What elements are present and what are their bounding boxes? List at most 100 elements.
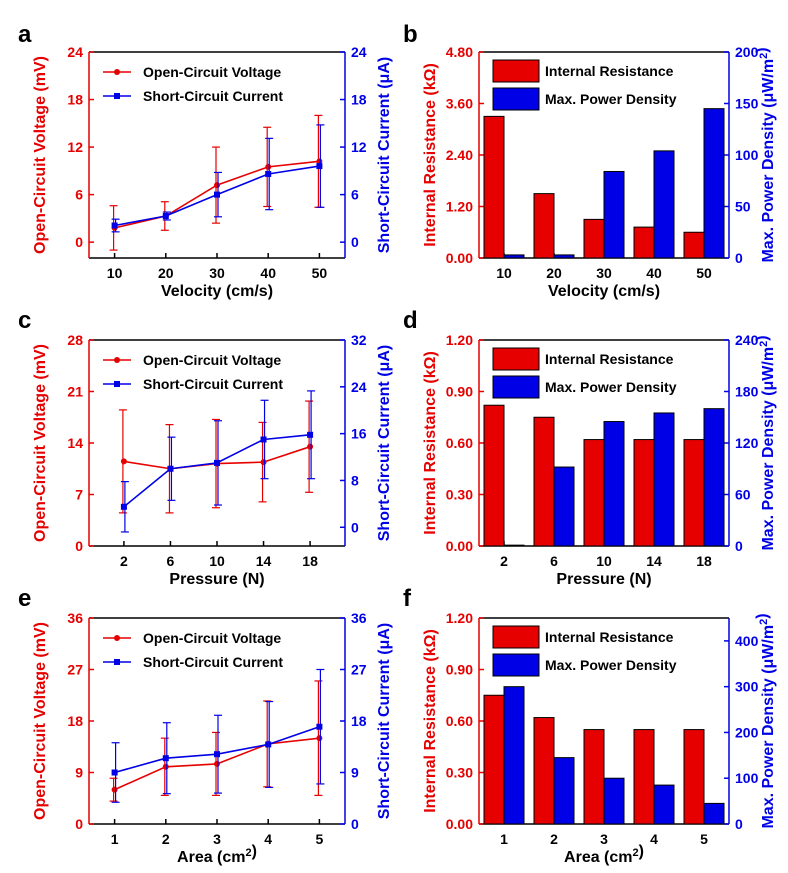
- x-tick-label: 1: [111, 831, 119, 847]
- legend-marker: [114, 357, 120, 363]
- y-tick-label-right: 0: [735, 816, 743, 832]
- y-tick-label-right: 50: [735, 199, 751, 215]
- data-point: [162, 755, 169, 762]
- y-tick-label-left: 0.00: [446, 816, 473, 832]
- y-tick-label-right: 100: [735, 770, 759, 786]
- data-point: [307, 431, 314, 438]
- y-tick-label-right: 300: [735, 679, 759, 695]
- legend-marker: [114, 381, 120, 387]
- data-point: [265, 741, 272, 748]
- x-axis-label: Pressure (N): [556, 571, 651, 588]
- y-tick-label-right: 8: [351, 472, 359, 488]
- x-tick-label: 14: [646, 553, 662, 569]
- panel-letter-b: b: [403, 21, 418, 48]
- y-tick-label-left: 0.00: [446, 538, 473, 554]
- y-tick-label-right: 60: [735, 487, 751, 503]
- bar: [633, 729, 655, 825]
- panel-letter-a: a: [18, 21, 32, 48]
- y-tick-label-right: 32: [351, 332, 367, 348]
- y-tick-label-left: 36: [67, 610, 83, 626]
- x-tick-label: 18: [302, 553, 318, 569]
- y-tick-label-right: 200: [735, 724, 759, 740]
- x-axis-label: Velocity (cm/s): [161, 283, 273, 300]
- panel-letter-d: d: [403, 307, 418, 334]
- x-tick-label: 20: [546, 265, 562, 281]
- data-point: [111, 786, 118, 793]
- y-tick-label-left: 6: [75, 187, 83, 203]
- x-tick-label: 50: [312, 265, 328, 281]
- data-point: [214, 751, 220, 758]
- x-tick-label: 6: [550, 553, 558, 569]
- data-point: [167, 465, 174, 472]
- y-tick-label-left: 0.30: [446, 487, 473, 503]
- legend-marker: [114, 69, 120, 75]
- y-tick-label-right: 180: [735, 384, 759, 400]
- y-tick-label-left: 0.90: [446, 384, 473, 400]
- bar: [483, 694, 505, 825]
- y-tick-label-left: 0: [75, 816, 83, 832]
- y-axis-label-left: Internal Resistance (kΩ): [422, 351, 439, 535]
- panel-d: d 0.00 0.30 0.60 0.90 1.20 0 60 120 180 240 2 6 10 14 1…: [403, 307, 777, 588]
- bar: [703, 108, 725, 259]
- x-axis-label: Velocity (cm/s): [548, 283, 660, 300]
- y-tick-label-right: 27: [351, 662, 367, 678]
- x-tick-label: 10: [107, 265, 123, 281]
- legend-label: Max. Power Density: [545, 91, 677, 107]
- legend-label: Open-Circuit Voltage: [143, 352, 281, 368]
- y-tick-label-right: 0: [735, 250, 743, 266]
- bar: [553, 466, 575, 547]
- data-point: [111, 769, 118, 776]
- y-tick-label-left: 0: [75, 234, 83, 250]
- x-tick-label: 3: [213, 831, 221, 847]
- x-tick-label: 1: [500, 831, 508, 847]
- y-tick-label-left: 12: [67, 139, 83, 155]
- bar: [533, 193, 555, 259]
- bar: [703, 408, 725, 547]
- bar: [533, 416, 555, 547]
- x-tick-label: 5: [316, 831, 324, 847]
- panel-letter-c: c: [18, 307, 31, 334]
- x-tick-label: 40: [260, 265, 276, 281]
- x-tick-label: 2: [162, 831, 170, 847]
- y-tick-label-left: 1.20: [446, 199, 473, 215]
- y-tick-label-left: 4.80: [446, 44, 473, 60]
- x-tick-label: 5: [700, 831, 708, 847]
- data-point: [111, 222, 118, 229]
- y-axis-label-left: Open-Circuit Voltage (mV): [32, 622, 49, 820]
- data-point: [214, 182, 220, 189]
- y-axis-label-right: Max. Power Density (μW/m2): [754, 47, 777, 262]
- x-tick-label: 20: [158, 265, 174, 281]
- legend-marker: [114, 635, 120, 641]
- x-tick-label: 6: [167, 553, 175, 569]
- y-axis-label-right: Max. Power Density (μW/m2): [754, 335, 777, 550]
- y-tick-label-right: 24: [351, 379, 367, 395]
- panel-b: b 0.00 1.20 2.40 3.60 4.80 0 50 100 150 200 10 20 30 4…: [403, 21, 777, 300]
- x-axis-label: Area (cm2): [177, 843, 257, 866]
- y-axis-label-right: Short-Circuit Current (μA): [376, 345, 393, 541]
- data-point: [214, 760, 220, 767]
- panel-a: a 0 6 12 18 24 0 6 12 18 24 10 20 30 40 50 Velocity (cm/…: [18, 21, 393, 300]
- y-axis-label-right: Max. Power Density (μW/m2): [754, 613, 777, 828]
- legend-swatch: [492, 375, 540, 399]
- legend-marker: [114, 93, 120, 99]
- y-tick-label-right: 12: [351, 139, 367, 155]
- x-tick-label: 10: [596, 553, 612, 569]
- data-point: [120, 503, 127, 510]
- y-tick-label-right: 240: [735, 332, 759, 348]
- y-tick-label-right: 16: [351, 426, 367, 442]
- y-tick-label-right: 400: [735, 633, 759, 649]
- y-axis-label-left: Open-Circuit Voltage (mV): [32, 56, 49, 254]
- y-tick-label-right: 6: [351, 187, 359, 203]
- y-tick-label-right: 0: [351, 519, 359, 535]
- x-tick-label: 4: [264, 831, 272, 847]
- data-point: [316, 163, 323, 170]
- bar: [633, 226, 655, 259]
- y-axis-label-right: Short-Circuit Current (μA): [376, 57, 393, 253]
- bar: [503, 686, 525, 825]
- bar: [603, 421, 625, 547]
- data-point: [214, 459, 220, 466]
- legend-swatch: [492, 347, 540, 371]
- x-tick-label: 10: [496, 265, 512, 281]
- bar: [483, 404, 505, 547]
- y-tick-label-left: 0.00: [446, 250, 473, 266]
